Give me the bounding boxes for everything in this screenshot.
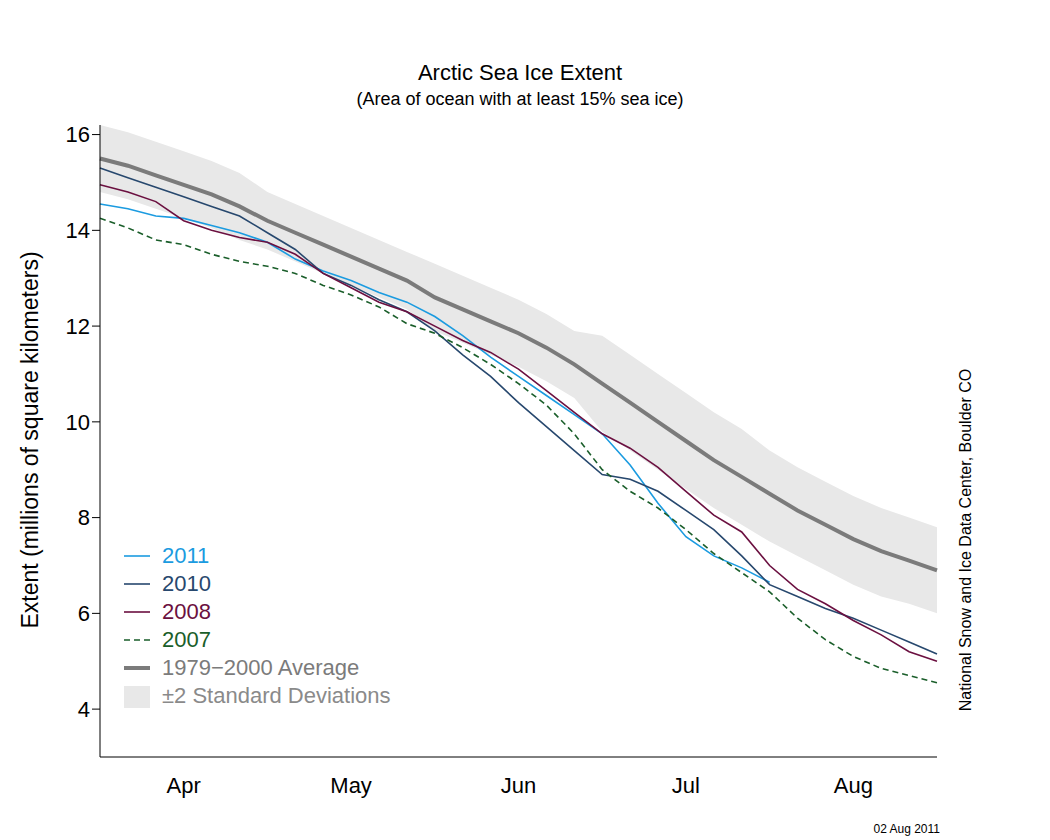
html-text:2010: 2010	[162, 571, 211, 596]
svg-text:4: 4	[78, 697, 90, 722]
svg-text:Aug: Aug	[834, 773, 873, 798]
svg-text:Jun: Jun	[501, 773, 536, 798]
html-text:2011: 2011	[162, 543, 210, 568]
svg-text:14: 14	[66, 218, 90, 243]
html-text:National Snow and Ice Data Cen: National Snow and Ice Data Center, Bould…	[957, 368, 974, 712]
html-text:(Area of ocean with at least 1: (Area of ocean with at least 15% sea ice…	[356, 89, 684, 109]
html-text:02 Aug 2011: 02 Aug 2011	[873, 822, 940, 836]
html-text:Arctic Sea Ice Extent: Arctic Sea Ice Extent	[417, 60, 623, 85]
svg-text:12: 12	[66, 314, 90, 339]
svg-text:10: 10	[66, 410, 90, 435]
svg-text:Apr: Apr	[167, 773, 201, 798]
html-text:2008: 2008	[162, 599, 211, 624]
svg-text:8: 8	[78, 505, 90, 530]
svg-text:May: May	[330, 773, 372, 798]
html-text:2007: 2007	[162, 627, 211, 652]
svg-text:Jul: Jul	[672, 773, 700, 798]
html-text:1979−2000 Average: 1979−2000 Average	[162, 655, 360, 680]
html-text:Extent (millions of square kil: Extent (millions of square kilometers)	[16, 251, 43, 629]
html-text:±2 Standard Deviations: ±2 Standard Deviations	[162, 683, 391, 708]
svg-text:6: 6	[78, 601, 90, 626]
svg-text:16: 16	[66, 122, 90, 147]
